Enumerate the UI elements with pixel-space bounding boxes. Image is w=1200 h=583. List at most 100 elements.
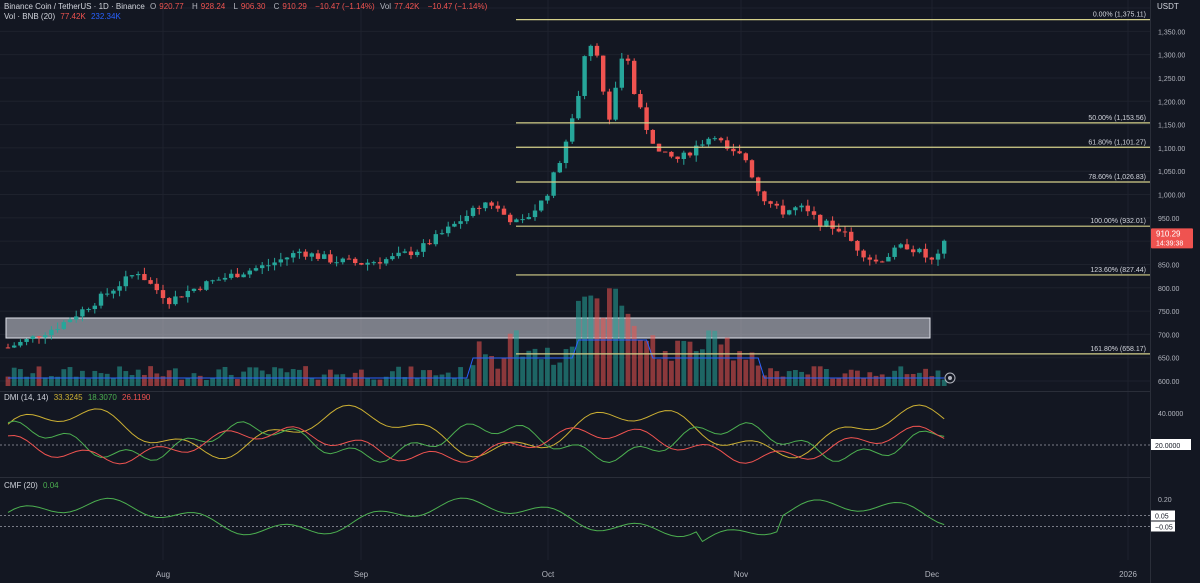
candle[interactable] (787, 209, 792, 216)
candle[interactable] (849, 227, 854, 242)
candle[interactable] (898, 242, 903, 249)
candle[interactable] (694, 140, 699, 162)
candle[interactable] (619, 52, 624, 91)
candle[interactable] (830, 216, 835, 235)
candle[interactable] (452, 221, 457, 228)
candle[interactable] (458, 215, 463, 229)
candle[interactable] (235, 267, 240, 278)
candle[interactable] (86, 307, 91, 313)
candle[interactable] (867, 254, 872, 266)
candle[interactable] (495, 201, 500, 212)
candle[interactable] (749, 159, 755, 179)
candle[interactable] (67, 317, 73, 323)
candle[interactable] (712, 136, 717, 141)
fibonacci-retracement[interactable]: 0.00% (1,375.11) 50.00% (1,153.56) 61.80% … (516, 12, 1150, 355)
candle[interactable] (253, 265, 259, 272)
candle[interactable] (904, 238, 910, 250)
price-axis[interactable]: USDT 1,350.00 1,300.00 1,250.00 1,200.00 1,15… (1151, 2, 1193, 386)
candle[interactable] (911, 245, 916, 257)
candle[interactable] (725, 136, 730, 151)
candle[interactable] (260, 262, 265, 275)
candle[interactable] (793, 206, 798, 216)
candle[interactable] (892, 245, 897, 260)
symbol-title[interactable]: Binance Coin / TetherUS · 1D · Binance (4, 2, 145, 11)
candle[interactable] (49, 326, 54, 340)
candle[interactable] (464, 210, 469, 225)
candle[interactable] (873, 254, 879, 264)
candle[interactable] (836, 223, 841, 233)
candle[interactable] (5, 343, 11, 349)
candle[interactable] (532, 204, 538, 221)
candle[interactable] (526, 213, 531, 220)
candle[interactable] (297, 248, 302, 259)
candle[interactable] (576, 90, 581, 120)
candle[interactable] (415, 249, 420, 258)
candle[interactable] (625, 54, 631, 65)
candle[interactable] (346, 254, 352, 260)
candle[interactable] (811, 206, 817, 220)
candle[interactable] (805, 199, 810, 216)
candle[interactable] (594, 43, 600, 58)
candle[interactable] (204, 280, 209, 291)
candle[interactable] (185, 285, 190, 303)
last-bar-marker-icon[interactable] (944, 372, 956, 384)
candle[interactable] (315, 249, 321, 261)
candle[interactable] (855, 240, 860, 256)
candle[interactable] (799, 203, 804, 212)
candle[interactable] (191, 288, 197, 293)
candle[interactable] (30, 335, 35, 343)
time-axis[interactable]: Aug Sep Oct Nov Dec 2026 (156, 570, 1138, 579)
candle[interactable] (588, 44, 593, 61)
current-price-tag[interactable]: 910.29 14:39:38 (1151, 228, 1193, 249)
candle[interactable] (43, 332, 48, 344)
candle[interactable] (12, 342, 17, 349)
candle[interactable] (768, 200, 773, 208)
candle[interactable] (408, 246, 414, 259)
candle[interactable] (663, 151, 668, 153)
candle[interactable] (148, 277, 153, 285)
candle[interactable] (483, 202, 488, 212)
candle[interactable] (353, 257, 358, 266)
candle[interactable] (774, 201, 779, 209)
candle[interactable] (390, 252, 395, 261)
candle[interactable] (303, 249, 308, 260)
candle[interactable] (216, 276, 221, 281)
candle[interactable] (613, 81, 618, 122)
currency-label[interactable]: USDT (1157, 2, 1179, 11)
candle[interactable] (501, 205, 507, 215)
candle[interactable] (539, 200, 544, 213)
candle[interactable] (929, 256, 934, 265)
candle[interactable] (359, 262, 364, 266)
candle[interactable] (266, 258, 271, 272)
candle[interactable] (421, 239, 426, 258)
candle[interactable] (582, 55, 587, 100)
candle[interactable] (861, 249, 866, 262)
candle[interactable] (98, 291, 104, 309)
candle[interactable] (136, 271, 141, 280)
candle[interactable] (371, 260, 376, 266)
candle[interactable] (241, 272, 246, 278)
candle[interactable] (198, 286, 203, 292)
candle[interactable] (818, 214, 823, 231)
support-zone[interactable] (5, 317, 931, 339)
candle[interactable] (923, 243, 928, 263)
candle[interactable] (632, 58, 637, 95)
candle[interactable] (167, 297, 172, 309)
candle[interactable] (272, 257, 277, 271)
candle[interactable] (508, 212, 513, 225)
candle[interactable] (365, 259, 370, 271)
candle[interactable] (278, 252, 283, 267)
candle[interactable] (18, 339, 23, 348)
candle[interactable] (706, 137, 711, 147)
candle[interactable] (427, 239, 432, 246)
candle[interactable] (935, 249, 941, 266)
candle[interactable] (291, 250, 296, 263)
candle[interactable] (179, 296, 184, 298)
candle[interactable] (396, 246, 401, 259)
candle[interactable] (743, 152, 748, 163)
candle[interactable] (129, 275, 135, 279)
candle[interactable] (842, 226, 848, 238)
candle[interactable] (669, 151, 674, 159)
candle[interactable] (675, 156, 680, 163)
